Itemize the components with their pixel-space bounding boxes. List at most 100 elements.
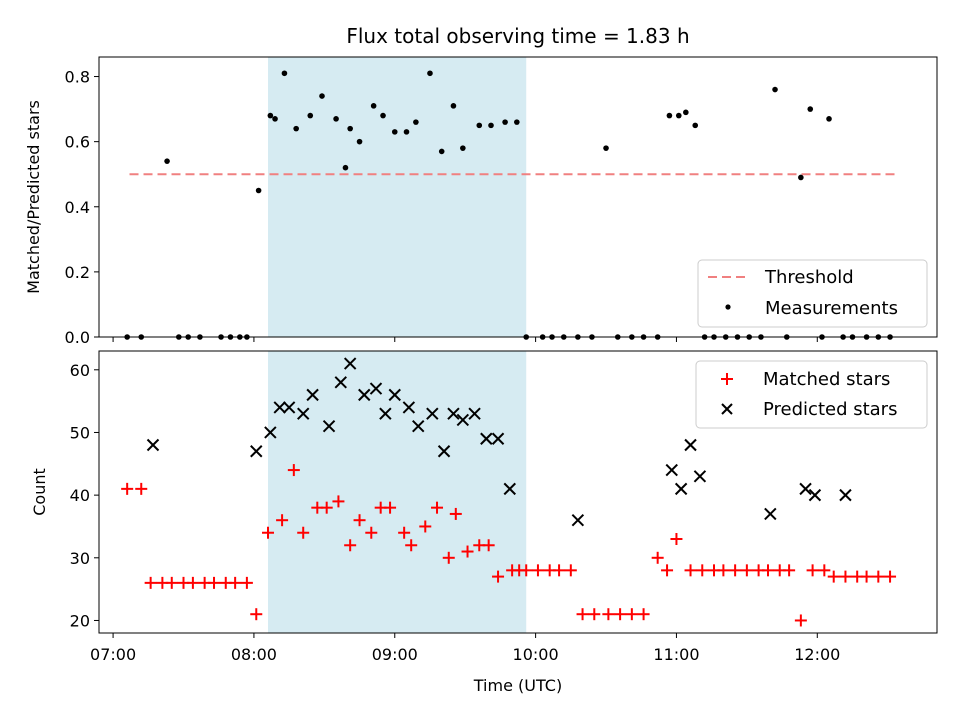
predicted-star-marker (412, 419, 425, 433)
matched-star-marker (320, 501, 333, 514)
matched-star-marker (384, 501, 397, 514)
matched-star-marker (839, 570, 852, 583)
top-y-tick-label: 0.2 (65, 263, 90, 282)
legend-predicted-swatch (721, 403, 733, 415)
x-tick-label: 12:00 (794, 645, 840, 664)
matched-star-marker (761, 564, 774, 577)
x-tick-label: 07:00 (90, 645, 136, 664)
bottom-y-tick-label: 50 (70, 423, 90, 442)
predicted-star-marker (468, 407, 481, 420)
measurement-point (272, 116, 278, 122)
bottom-legend: Matched stars Predicted stars (695, 360, 928, 429)
matched-star-marker (531, 564, 544, 577)
measurement-point (356, 138, 363, 145)
legend-matched-label: Matched stars (763, 369, 890, 390)
matched-star-marker (165, 576, 178, 589)
bottom-legend-box (695, 360, 928, 429)
predicted-star-marker (358, 388, 371, 402)
measurement-point (666, 112, 673, 119)
x-tick-label: 08:00 (231, 645, 277, 664)
matched-star-marker (353, 514, 366, 527)
measurement-point (826, 116, 832, 122)
matched-star-marker (576, 608, 589, 621)
top-legend-box (697, 259, 928, 328)
matched-star-marker (684, 564, 697, 577)
matched-star-marker (297, 526, 310, 539)
top-y-tick-label: 0.0 (65, 328, 90, 347)
predicted-star-marker (388, 388, 401, 402)
predicted-star-marker (480, 432, 493, 445)
predicted-star-marker (297, 407, 310, 420)
matched-star-marker (186, 576, 199, 589)
predicted-star-marker (437, 445, 451, 458)
matched-star-marker (405, 539, 418, 552)
measurement-point (683, 109, 689, 116)
matched-star-marker (449, 507, 462, 520)
predicted-star-marker (250, 445, 263, 458)
measurement-point (476, 122, 483, 129)
matched-star-marker (287, 464, 300, 477)
top-legend: Threshold Measurements (697, 259, 928, 328)
predicted-star-marker (447, 407, 460, 420)
matched-star-marker (651, 551, 664, 564)
matched-star-marker (637, 608, 650, 621)
measurement-point (413, 119, 419, 125)
matched-star-marker (344, 539, 357, 552)
matched-star-marker (482, 539, 495, 552)
matched-star-marker (729, 564, 742, 577)
measurement-point (333, 116, 339, 122)
predicted-star-marker (334, 376, 347, 389)
top-panel: 0.0 0.2 0.4 0.6 0.8 Flux total observing tim… (24, 24, 938, 347)
predicted-star-marker (839, 488, 852, 502)
legend-matched-swatch (721, 373, 733, 385)
matched-star-marker (794, 614, 807, 627)
measurement-point (675, 112, 682, 119)
matched-star-marker (717, 564, 730, 577)
measurement-point (403, 129, 410, 135)
measurement-point (293, 125, 299, 132)
top-y-axis-label: Matched/Predicted stars (24, 100, 43, 294)
predicted-star-marker (503, 482, 516, 496)
top-y-tick-label: 0.4 (65, 198, 90, 217)
top-plot-frame (98, 56, 938, 338)
predicted-star-marker (693, 470, 707, 483)
measurement-point (450, 103, 457, 109)
matched-star-marker (135, 482, 148, 495)
matched-star-marker (783, 564, 796, 577)
matched-star-marker (553, 564, 566, 577)
matched-star-marker (121, 482, 134, 495)
matched-star-marker (588, 608, 601, 621)
bottom-plot-frame (98, 350, 938, 634)
legend-predicted-label: Predicted stars (763, 399, 897, 420)
measurement-point (807, 106, 814, 112)
matched-star-marker (520, 564, 533, 577)
matched-star-marker (818, 564, 831, 577)
predicted-star-marker (799, 482, 812, 496)
predicted-star-marker (665, 463, 678, 477)
measurements-points (124, 70, 893, 340)
matched-star-marker (262, 526, 275, 539)
measurement-point (603, 145, 609, 151)
predicted-star-marker (369, 382, 383, 395)
matched-star-marker (740, 564, 753, 577)
matched-star-marker (661, 564, 674, 577)
matched-star-marker (806, 564, 819, 577)
predicted-star-marker (273, 401, 286, 414)
measurement-point (514, 119, 520, 125)
top-shaded-region (268, 57, 527, 337)
matched-star-marker (614, 608, 627, 621)
measurement-point (772, 86, 778, 93)
matched-star-marker (431, 501, 444, 514)
measurement-point (281, 70, 288, 77)
measurement-point (488, 122, 494, 129)
matched-star-marker (625, 608, 638, 621)
measurement-point (307, 112, 314, 119)
matched-star-marker (419, 520, 432, 533)
matched-star-marker (208, 576, 221, 589)
matched-star-marker (442, 551, 455, 564)
bottom-y-axis-label: Count (30, 468, 49, 516)
legend-measurements-label: Measurements (765, 298, 898, 319)
matched-star-marker (250, 608, 263, 621)
measurement-point (460, 145, 466, 151)
